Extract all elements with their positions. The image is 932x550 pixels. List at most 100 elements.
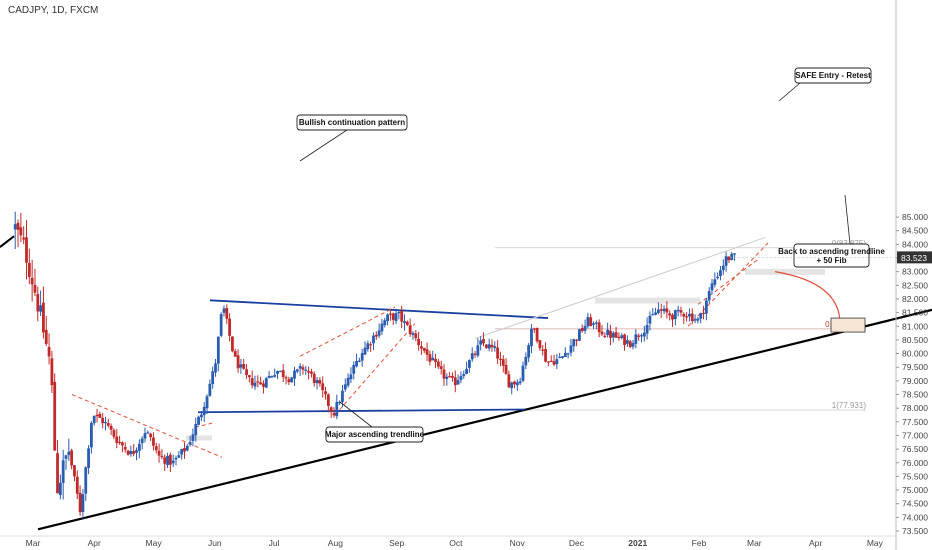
candle-body <box>467 360 471 368</box>
candle-body <box>648 315 652 324</box>
y-tick-label: 83.000 <box>902 267 928 277</box>
candle-body <box>273 375 277 377</box>
y-tick-label: 76.000 <box>902 458 928 468</box>
candle-body <box>420 346 423 349</box>
candle-body <box>546 361 550 363</box>
left-trendline-stub <box>0 235 15 248</box>
candle-body <box>383 320 387 326</box>
candle-body <box>606 329 610 336</box>
candle-body <box>507 374 511 388</box>
candle-body <box>75 476 79 494</box>
candle-body <box>499 358 502 361</box>
x-tick-label: May <box>867 538 884 548</box>
candle-body <box>216 336 220 364</box>
candle-body <box>673 310 677 320</box>
back-callout-text: Back to ascending trendline <box>778 247 885 256</box>
back-callout-box[interactable] <box>793 243 870 268</box>
candle-body <box>453 377 457 386</box>
candle-body <box>733 253 736 255</box>
candle-body <box>70 450 74 466</box>
candle-body <box>276 370 279 374</box>
candle-body <box>106 423 110 426</box>
candle-body <box>16 222 20 230</box>
candle-body <box>730 253 734 261</box>
major-callout-box[interactable] <box>325 426 424 443</box>
candle-body <box>346 377 350 386</box>
candle-body <box>518 381 522 384</box>
candle-body <box>22 237 26 240</box>
y-tick-label: 82.000 <box>902 294 928 304</box>
candle-body <box>699 312 703 319</box>
candle-body <box>332 412 336 416</box>
candle-body <box>637 335 641 337</box>
x-tick-label: Oct <box>449 538 463 548</box>
candle-body <box>527 345 531 358</box>
candle-body <box>318 380 322 384</box>
candle-body <box>278 370 282 372</box>
candle-body <box>603 335 607 338</box>
candle-body <box>558 356 562 359</box>
candle-body <box>87 448 90 468</box>
candle-body <box>448 376 452 378</box>
candle-body <box>640 335 643 337</box>
candle-body <box>572 339 576 347</box>
projected-path-arc <box>774 271 841 324</box>
candle-body <box>405 321 409 325</box>
candle-body <box>64 455 68 459</box>
candle-body <box>146 432 150 434</box>
candle-body <box>98 413 102 418</box>
candle-body <box>657 309 660 314</box>
y-tick-label: 82.500 <box>902 280 928 290</box>
candle-body <box>671 314 674 320</box>
candle-body <box>600 331 604 335</box>
y-tick-label: 81.000 <box>902 321 928 331</box>
candle-body <box>163 457 167 464</box>
candle-body <box>233 351 237 357</box>
target-zone-box[interactable] <box>830 317 866 333</box>
candle-body <box>366 343 370 350</box>
candle-body <box>143 433 147 439</box>
dashed-guide-line <box>687 242 769 327</box>
candle-body <box>580 328 584 332</box>
y-tick-label: 77.000 <box>902 430 928 440</box>
y-tick-label: 80.500 <box>902 335 928 345</box>
candle-body <box>369 344 373 346</box>
candle-body <box>501 359 505 366</box>
candle-body <box>228 318 232 336</box>
channel-upper-line[interactable] <box>209 299 549 319</box>
candle-body <box>625 340 629 344</box>
safe-callout-box[interactable] <box>794 67 872 84</box>
candle-body <box>47 346 51 357</box>
candle-body <box>101 417 105 424</box>
candle-body <box>197 416 200 425</box>
candle-body <box>242 364 246 369</box>
candle-body <box>259 382 263 385</box>
candle-body <box>129 451 133 455</box>
candle-body <box>160 455 164 458</box>
candle-body <box>166 455 169 466</box>
channel-lower-line[interactable] <box>197 408 526 414</box>
candle-body <box>532 328 536 330</box>
bullish-callout-box[interactable] <box>296 114 408 131</box>
candle-body <box>36 294 40 312</box>
candle-body <box>112 430 116 437</box>
x-tick-label: May <box>146 538 163 548</box>
candle-body <box>476 345 480 356</box>
candle-body <box>594 322 598 324</box>
major-ascending-trendline[interactable] <box>37 308 932 531</box>
candle-body <box>267 375 271 378</box>
candle-body <box>315 380 319 384</box>
candle-body <box>180 448 184 455</box>
candle-body <box>569 345 573 353</box>
candle-body <box>479 340 483 345</box>
x-tick-label: 2021 <box>628 538 647 548</box>
candle-body <box>651 314 655 316</box>
candle-body <box>135 450 138 453</box>
y-tick-label: 75.000 <box>902 485 928 495</box>
candle-body <box>194 424 198 436</box>
major-callout-text: Major ascending trendline <box>325 430 425 439</box>
candle-body <box>211 371 215 385</box>
candle-body <box>515 382 519 386</box>
candle-body <box>78 492 82 513</box>
